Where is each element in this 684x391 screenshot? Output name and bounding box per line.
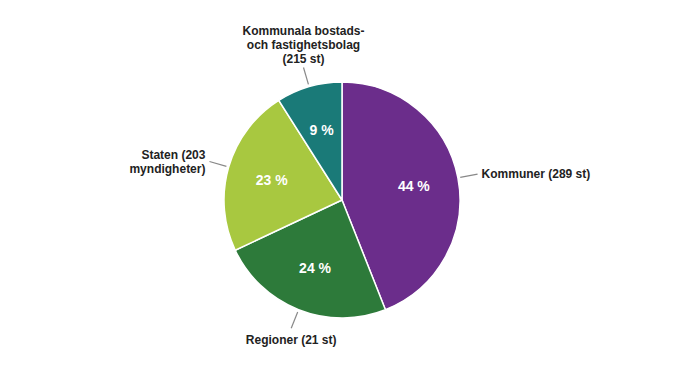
pie-slice: [224, 100, 342, 250]
leader-line: [460, 174, 477, 177]
category-label-line: och fastighetsbolag: [247, 38, 360, 52]
category-label-line: Kommuner (289 st): [482, 167, 591, 181]
category-label: Staten (203myndigheter): [129, 148, 205, 176]
category-labels: Kommuner (289 st) Regioner (21 st) Staten …: [129, 24, 590, 347]
category-label-line: Staten (203: [141, 148, 205, 162]
percent-label: 24 %: [299, 260, 331, 276]
category-label-line: Kommunala bostads-: [242, 24, 364, 38]
category-label-line: (215 st): [282, 52, 324, 66]
chart-container: 44 % 24 % 23 % 9 % Kommuner (289 st) Regioner…: [0, 0, 684, 391]
leader-line: [209, 161, 226, 166]
leader-line: [303, 67, 308, 84]
pie-chart: 44 % 24 % 23 % 9 % Kommuner (289 st) Regioner…: [0, 0, 684, 391]
category-label: Regioner (21 st): [246, 333, 337, 347]
page: {"chart_data": {"type": "pie", "categori…: [0, 0, 684, 391]
leader-line: [291, 312, 297, 328]
category-label: Kommuner (289 st): [482, 167, 591, 181]
percent-label: 9 %: [310, 122, 335, 138]
category-label-line: myndigheter): [129, 162, 205, 176]
pie-slice: [279, 82, 342, 200]
category-label-line: Regioner (21 st): [246, 333, 337, 347]
percent-labels: 44 % 24 % 23 % 9 %: [256, 122, 431, 276]
percent-label: 23 %: [256, 172, 288, 188]
slices: [224, 82, 460, 318]
percent-label: 44 %: [398, 178, 430, 194]
category-label: Kommunala bostads-och fastighetsbolag(21…: [242, 24, 364, 66]
